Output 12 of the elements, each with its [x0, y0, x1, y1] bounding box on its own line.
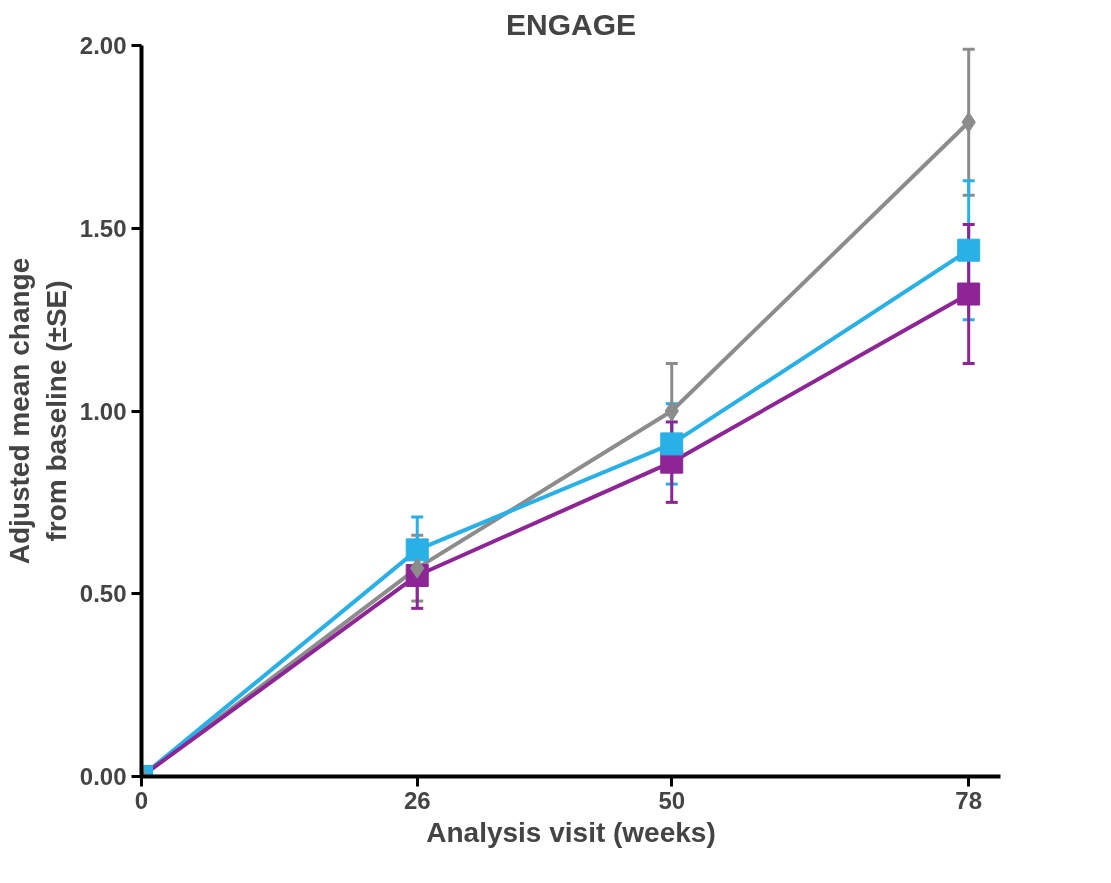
x-tick-label: 26: [403, 786, 431, 814]
y-tick-label: 2.00: [79, 32, 127, 59]
y-tick-label: 1.50: [79, 214, 127, 242]
y-tick-label: 1.00: [79, 397, 127, 425]
x-tick-label: 0: [134, 786, 149, 814]
x-axis-title: Analysis visit (weeks): [426, 816, 716, 848]
x-tick-label: 50: [658, 786, 686, 814]
x-tick-label: 78: [955, 786, 983, 814]
y-tick-label: 0.50: [79, 580, 127, 608]
y-axis-title: Adjusted mean change from baseline (±SE): [3, 257, 72, 565]
y-tick-label: 0.00: [79, 763, 127, 790]
chart-title: ENGAGE: [505, 7, 637, 41]
